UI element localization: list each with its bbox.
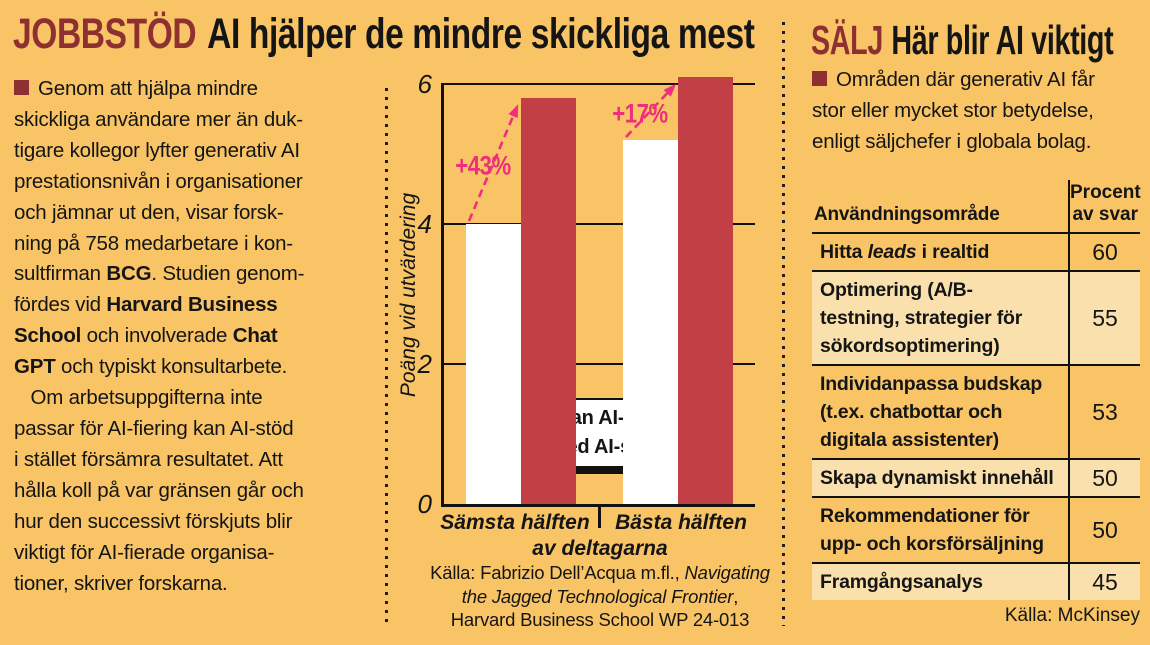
percent-cell: 50 bbox=[1068, 460, 1140, 496]
usage-area-cell: Individanpassa budskap (t.ex. chatbottar… bbox=[820, 373, 1043, 451]
category-label-samsta: Sämsta hälften bbox=[440, 511, 590, 534]
left-body-paragraph: Genom att hjälpa mindre skickliga använd… bbox=[14, 74, 396, 599]
gridline-2 bbox=[443, 363, 755, 365]
table-row-4: Rekommendationer för upp- och korsförsäl… bbox=[812, 496, 1140, 562]
table-header-row: Användningsområde Procent av svar bbox=[812, 180, 1141, 232]
usage-area-cell: Rekommendationer för upp- och korsförsäl… bbox=[820, 505, 1044, 555]
dotted-separator-left bbox=[385, 88, 388, 628]
gridline-4 bbox=[443, 223, 755, 225]
dotted-separator-right bbox=[782, 22, 785, 626]
left-body-text: Genom att hjälpa mindre skickliga använd… bbox=[14, 77, 305, 595]
y-axis-label: Poäng vid utvärdering bbox=[397, 192, 420, 398]
table-row-1: Optimering (A/B- testning, strategier fö… bbox=[812, 270, 1140, 364]
legend-label-med: Med AI-stöd bbox=[550, 436, 662, 458]
table-row-3: Skapa dynamiskt innehåll 50 bbox=[812, 458, 1140, 496]
bar-utan-ai-group0 bbox=[466, 224, 521, 504]
legend-item-utan: Utan AI-stöd bbox=[516, 406, 686, 431]
percent-cell: 45 bbox=[1068, 564, 1140, 600]
column-header-percent: Procent av svar bbox=[1068, 180, 1141, 232]
percent-cell: 50 bbox=[1068, 498, 1140, 562]
x-axis bbox=[441, 504, 755, 507]
kicker-jobbstod: JOBBSTÖD bbox=[13, 10, 197, 58]
chart-source: Källa: Fabrizio Dell’Acqua m.fl., Naviga… bbox=[430, 562, 770, 630]
percent-cell: 53 bbox=[1068, 366, 1140, 458]
increase-arrow-group1 bbox=[625, 83, 677, 138]
table-body: Hitta leads i realtid 60 Optimering (A/B- … bbox=[812, 232, 1140, 600]
bullet-square-icon bbox=[812, 71, 827, 86]
column-header-usage-area: Användningsområde bbox=[814, 204, 1000, 225]
category-label-basta: Bästa hälften bbox=[615, 511, 747, 534]
percent-cell: 60 bbox=[1068, 234, 1140, 270]
category-note: av deltagarna bbox=[532, 537, 668, 560]
usage-area-cell: Skapa dynamiskt innehåll bbox=[820, 467, 1054, 489]
usage-area-cell: Optimering (A/B- testning, strategier fö… bbox=[820, 279, 1023, 357]
x-axis-group-divider bbox=[598, 506, 601, 528]
annotation-+43%: +43% bbox=[455, 150, 511, 181]
bar-med-ai-group1 bbox=[678, 77, 733, 504]
percent-cell: 55 bbox=[1068, 272, 1140, 364]
annotation-+17%: +17% bbox=[612, 98, 668, 128]
headline-text: AI hjälper de mindre skickliga mest bbox=[207, 10, 755, 58]
bullet-square-icon bbox=[14, 80, 29, 95]
right-intro-paragraph: Områden där generativ AI får stor eller … bbox=[812, 64, 1150, 157]
increase-arrow-group0 bbox=[467, 104, 519, 222]
gridline-6 bbox=[443, 83, 755, 85]
table-row-2: Individanpassa budskap (t.ex. chatbottar… bbox=[812, 364, 1140, 458]
right-intro-text: Områden där generativ AI får stor eller … bbox=[812, 68, 1095, 153]
main-headline: JOBBSTÖD AI hjälper de mindre skickliga m… bbox=[13, 11, 755, 57]
right-headline-text: Här blir AI viktigt bbox=[891, 17, 1114, 63]
table-row-5: Framgångsanalys 45 bbox=[812, 562, 1140, 600]
bar-med-ai-group0 bbox=[521, 98, 576, 504]
bar-utan-ai-group1 bbox=[623, 140, 678, 504]
usage-area-cell: Hitta leads i realtid bbox=[820, 241, 990, 263]
sales-table: Användningsområde Procent av svar Hitta … bbox=[812, 180, 1141, 600]
table-source: Källa: McKinsey bbox=[1004, 605, 1140, 626]
legend-swatch-red bbox=[516, 435, 540, 460]
legend-label-utan: Utan AI-stöd bbox=[550, 407, 666, 429]
table-row-0: Hitta leads i realtid 60 bbox=[812, 232, 1140, 270]
legend-item-med: Med AI-stöd bbox=[516, 435, 686, 460]
kicker-salj: SÄLJ bbox=[811, 17, 883, 63]
chart-legend: Utan AI-stöd Med AI-stöd bbox=[502, 398, 688, 468]
right-headline: SÄLJ Här blir AI viktigt bbox=[811, 17, 1114, 63]
legend-swatch-white bbox=[516, 406, 540, 431]
y-axis bbox=[441, 83, 444, 506]
usage-area-cell: Framgångsanalys bbox=[820, 571, 983, 593]
